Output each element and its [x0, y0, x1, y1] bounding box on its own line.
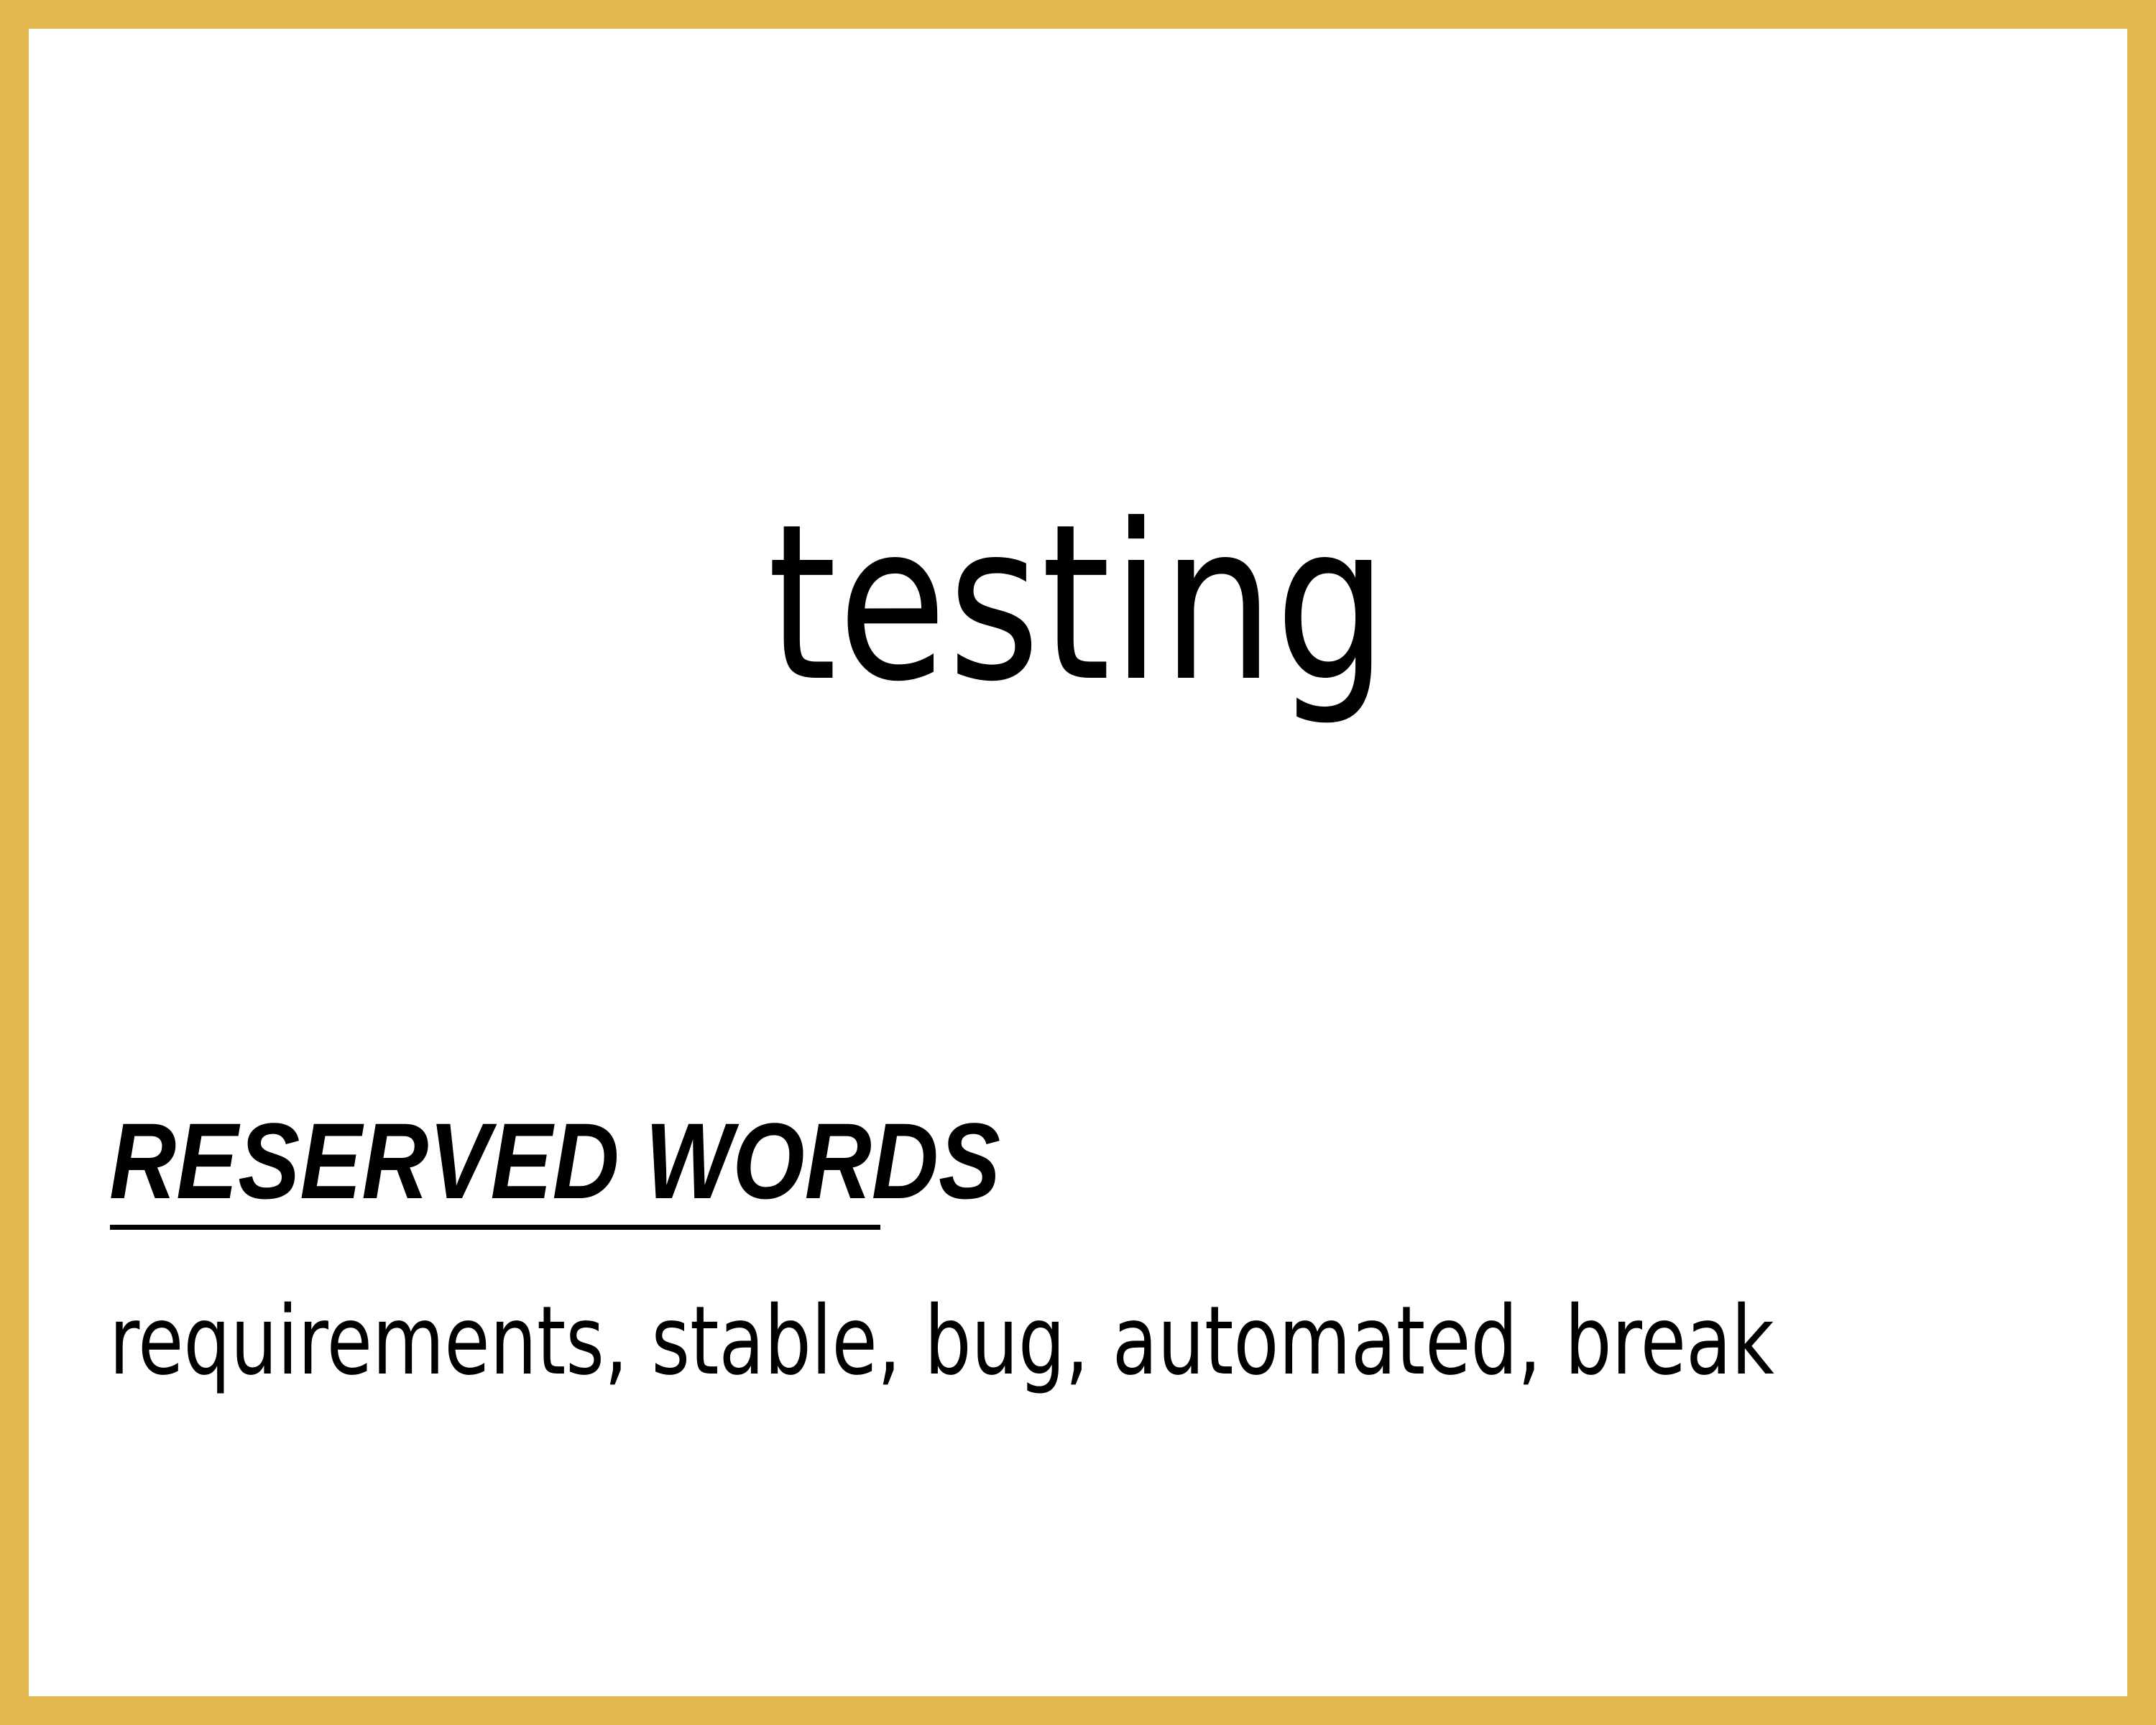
reserved-words-list: requirements, stable, bug, automated, br…	[109, 1286, 1774, 1397]
card-word: testing	[767, 478, 1389, 729]
reserved-words-heading: RESERVED WORDS	[109, 1100, 1000, 1221]
word-card: testing RESERVED WORDS requirements, sta…	[29, 29, 2127, 1696]
reserved-words-underline	[110, 1225, 880, 1230]
